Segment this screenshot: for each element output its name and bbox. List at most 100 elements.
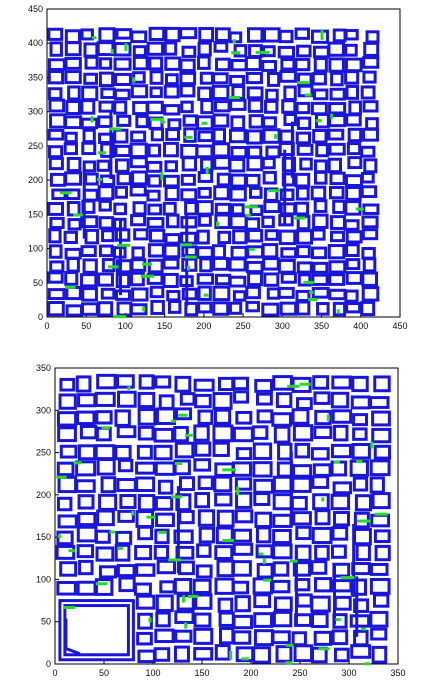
rectangle-marker xyxy=(179,58,196,73)
y-tick-label: 400 xyxy=(28,38,43,48)
rectangle-marker xyxy=(211,244,227,260)
rectangle-marker xyxy=(360,300,376,317)
rectangle-marker xyxy=(96,509,115,527)
rectangle-marker xyxy=(59,377,76,392)
rectangle-marker xyxy=(115,272,131,289)
rectangle-marker xyxy=(47,301,65,317)
rectangle-marker xyxy=(95,426,112,442)
rectangle-marker xyxy=(163,84,180,99)
rectangle-marker xyxy=(347,127,363,143)
rectangle-marker xyxy=(212,256,229,271)
x-tick-label: 100 xyxy=(145,668,160,678)
rectangle-marker xyxy=(294,201,310,216)
rectangle-marker xyxy=(117,458,134,473)
rectangle-marker xyxy=(231,580,250,595)
rectangle-marker xyxy=(196,229,210,245)
rectangle-marker xyxy=(310,185,327,201)
rectangle-marker xyxy=(296,261,313,274)
x-tick-label: 150 xyxy=(194,668,209,678)
rectangle-marker xyxy=(355,543,371,562)
rectangle-marker xyxy=(47,201,65,216)
rectangle-marker xyxy=(145,160,163,173)
large-rectangle-inner xyxy=(63,604,130,657)
rectangle-marker xyxy=(248,114,264,129)
rectangle-marker xyxy=(66,156,82,173)
rectangle-marker xyxy=(276,461,294,478)
rectangle-marker xyxy=(116,564,136,578)
rectangle-marker xyxy=(261,243,279,259)
rectangle-marker xyxy=(350,644,372,659)
rectangle-marker xyxy=(164,73,179,86)
rectangle-marker xyxy=(84,228,100,245)
rectangle-marker xyxy=(149,86,163,99)
rectangle-marker xyxy=(197,301,213,314)
rectangle-marker xyxy=(329,171,346,186)
rectangle-marker xyxy=(345,185,362,201)
rectangle-marker xyxy=(196,246,214,259)
rectangle-marker xyxy=(96,373,117,390)
rectangle-marker xyxy=(132,55,149,71)
rectangle-marker xyxy=(245,300,260,313)
rectangle-marker xyxy=(95,410,113,425)
plot-bottom: 0 50 100 150 200 250 300 350 0 50 100 150 200 250 300 3… xyxy=(36,363,406,678)
rectangle-marker xyxy=(297,273,312,287)
rectangle-marker xyxy=(76,544,95,559)
y-tick-label: 150 xyxy=(36,532,51,542)
rectangle-marker xyxy=(278,29,294,44)
rectangle-marker xyxy=(346,142,362,156)
rectangle-marker xyxy=(63,230,78,244)
rectangle-marker xyxy=(330,460,348,477)
rectangle-marker xyxy=(84,172,99,186)
rectangle-marker xyxy=(313,577,333,593)
plot-frame xyxy=(46,8,401,318)
rectangle-marker xyxy=(373,593,390,608)
y-tick-label: 100 xyxy=(36,574,51,584)
rectangle-marker xyxy=(330,391,350,409)
rectangle-marker xyxy=(148,26,166,41)
rectangle-marker xyxy=(211,84,230,101)
rectangle-marker xyxy=(365,117,379,131)
rectangle-marker xyxy=(162,272,179,289)
rectangle-marker xyxy=(100,287,116,300)
rectangle-marker xyxy=(135,563,156,577)
rectangle-marker xyxy=(280,247,298,259)
rectangle-marker xyxy=(163,104,181,116)
rectangle-marker xyxy=(65,100,82,116)
rectangle-marker xyxy=(272,561,290,577)
rectangle-marker xyxy=(65,304,83,317)
rectangle-marker xyxy=(344,43,358,57)
rectangle-marker xyxy=(76,410,96,426)
rectangle-marker xyxy=(76,525,98,543)
rectangle-marker xyxy=(198,27,215,43)
rectangle-marker xyxy=(277,258,296,274)
rectangle-marker xyxy=(212,142,231,158)
rectangle-marker xyxy=(181,287,198,301)
rectangle-marker xyxy=(279,301,298,316)
rectangle-marker xyxy=(363,158,378,174)
x-tick-label: 400 xyxy=(353,321,368,331)
rectangle-marker xyxy=(313,630,333,646)
rectangle-marker xyxy=(193,458,212,472)
rectangle-marker xyxy=(163,243,181,259)
rectangle-marker xyxy=(194,593,213,610)
rectangle-marker xyxy=(345,113,362,127)
rectangle-marker xyxy=(77,393,97,408)
rectangle-marker xyxy=(262,116,277,129)
rectangle-marker xyxy=(96,159,111,172)
rectangle-marker xyxy=(212,301,230,316)
rectangle-marker xyxy=(290,495,308,511)
rectangle-marker xyxy=(154,461,176,476)
rectangle-marker xyxy=(153,544,170,560)
rectangle-marker xyxy=(98,216,115,230)
rectangle-marker xyxy=(331,375,352,390)
rectangle-marker xyxy=(214,545,234,560)
rectangle-marker xyxy=(154,528,170,545)
rectangle-marker xyxy=(130,84,149,99)
rectangle-marker xyxy=(218,611,235,627)
rectangle-marker xyxy=(214,27,231,42)
rectangle-marker xyxy=(283,112,297,127)
rectangle-marker xyxy=(266,287,281,300)
rectangle-marker xyxy=(212,127,227,144)
rectangle-marker xyxy=(275,645,293,663)
